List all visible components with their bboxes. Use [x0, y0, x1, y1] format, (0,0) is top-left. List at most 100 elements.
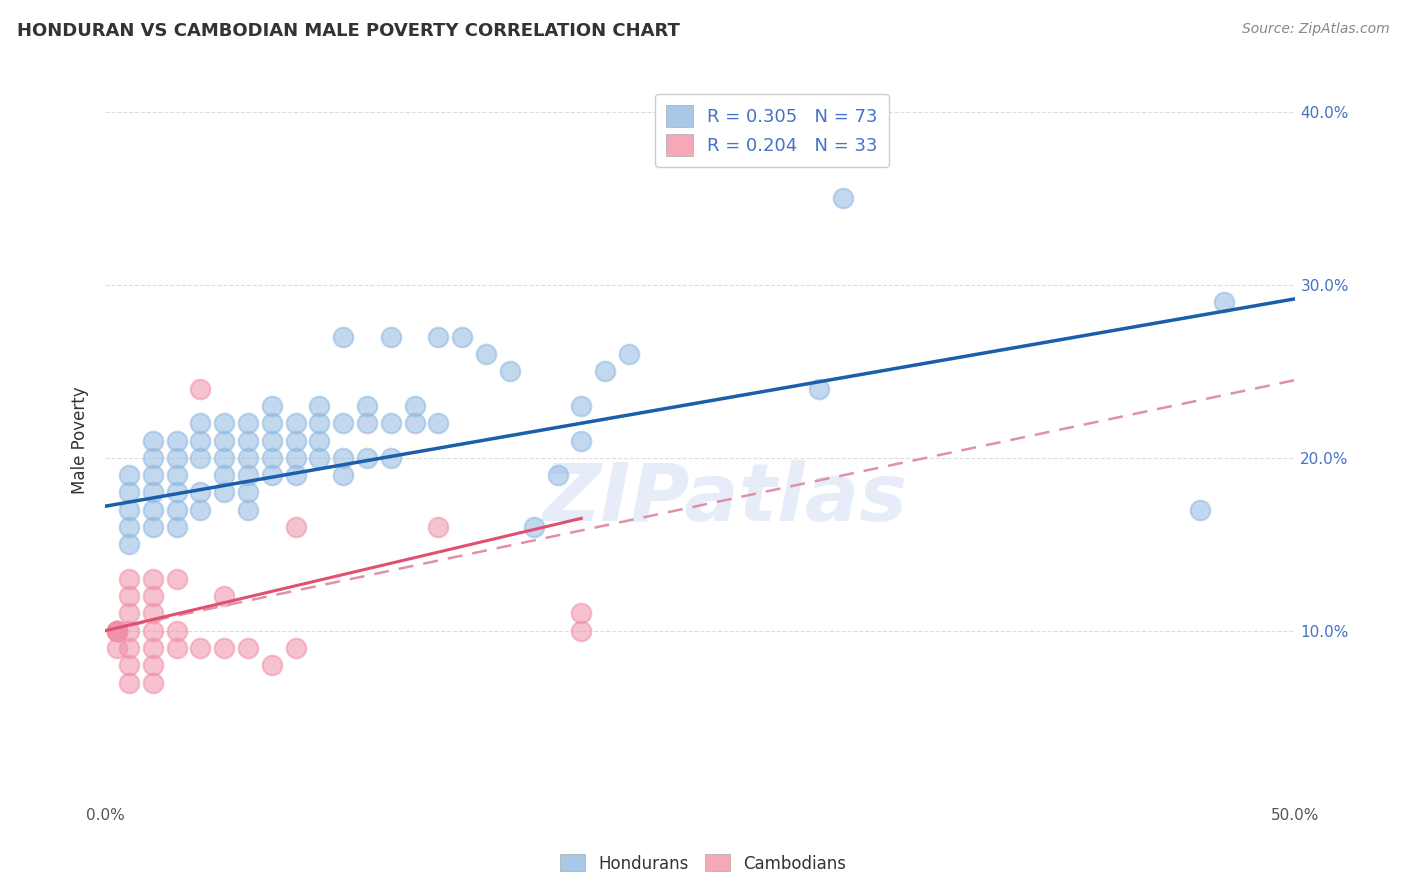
Point	[236, 434, 259, 448]
Point	[236, 450, 259, 465]
Point	[569, 607, 592, 621]
Point	[118, 502, 141, 516]
Point	[308, 434, 330, 448]
Point	[260, 399, 283, 413]
Point	[547, 468, 569, 483]
Point	[118, 537, 141, 551]
Legend: R = 0.305   N = 73, R = 0.204   N = 33: R = 0.305 N = 73, R = 0.204 N = 33	[655, 94, 889, 167]
Point	[284, 434, 307, 448]
Point	[142, 485, 165, 500]
Point	[118, 485, 141, 500]
Point	[260, 658, 283, 673]
Point	[284, 416, 307, 430]
Point	[142, 520, 165, 534]
Point	[118, 640, 141, 655]
Point	[308, 450, 330, 465]
Point	[105, 624, 128, 638]
Point	[260, 468, 283, 483]
Point	[142, 434, 165, 448]
Point	[523, 520, 546, 534]
Point	[212, 416, 235, 430]
Point	[380, 450, 402, 465]
Point	[142, 658, 165, 673]
Point	[212, 434, 235, 448]
Point	[166, 572, 188, 586]
Point	[284, 468, 307, 483]
Point	[166, 624, 188, 638]
Point	[142, 624, 165, 638]
Point	[356, 399, 378, 413]
Point	[404, 399, 426, 413]
Point	[236, 640, 259, 655]
Point	[105, 624, 128, 638]
Point	[190, 640, 212, 655]
Point	[380, 330, 402, 344]
Point	[332, 416, 354, 430]
Point	[808, 382, 831, 396]
Point	[190, 450, 212, 465]
Point	[118, 589, 141, 603]
Point	[190, 382, 212, 396]
Point	[118, 607, 141, 621]
Point	[142, 675, 165, 690]
Point	[427, 520, 450, 534]
Point	[569, 434, 592, 448]
Point	[142, 607, 165, 621]
Point	[260, 434, 283, 448]
Point	[142, 572, 165, 586]
Point	[190, 416, 212, 430]
Point	[832, 191, 855, 205]
Point	[105, 624, 128, 638]
Point	[236, 502, 259, 516]
Point	[308, 416, 330, 430]
Point	[118, 520, 141, 534]
Point	[166, 485, 188, 500]
Point	[284, 640, 307, 655]
Point	[105, 640, 128, 655]
Point	[332, 450, 354, 465]
Point	[142, 640, 165, 655]
Point	[404, 416, 426, 430]
Point	[105, 624, 128, 638]
Point	[118, 658, 141, 673]
Point	[284, 520, 307, 534]
Point	[260, 416, 283, 430]
Text: HONDURAN VS CAMBODIAN MALE POVERTY CORRELATION CHART: HONDURAN VS CAMBODIAN MALE POVERTY CORRE…	[17, 22, 679, 40]
Point	[212, 450, 235, 465]
Point	[166, 468, 188, 483]
Point	[332, 468, 354, 483]
Point	[118, 675, 141, 690]
Point	[142, 450, 165, 465]
Point	[190, 434, 212, 448]
Point	[118, 468, 141, 483]
Point	[212, 485, 235, 500]
Point	[236, 468, 259, 483]
Point	[308, 399, 330, 413]
Point	[118, 572, 141, 586]
Point	[427, 416, 450, 430]
Point	[166, 450, 188, 465]
Point	[236, 416, 259, 430]
Point	[142, 502, 165, 516]
Point	[617, 347, 640, 361]
Point	[118, 624, 141, 638]
Point	[142, 589, 165, 603]
Point	[212, 589, 235, 603]
Point	[166, 640, 188, 655]
Point	[1213, 295, 1236, 310]
Point	[190, 485, 212, 500]
Text: ZIPatlas: ZIPatlas	[541, 459, 907, 538]
Point	[332, 330, 354, 344]
Point	[380, 416, 402, 430]
Point	[1189, 502, 1212, 516]
Point	[593, 364, 616, 378]
Point	[569, 624, 592, 638]
Point	[427, 330, 450, 344]
Point	[569, 399, 592, 413]
Point	[356, 416, 378, 430]
Point	[284, 450, 307, 465]
Point	[142, 468, 165, 483]
Legend: Hondurans, Cambodians: Hondurans, Cambodians	[553, 847, 853, 880]
Point	[236, 485, 259, 500]
Point	[166, 502, 188, 516]
